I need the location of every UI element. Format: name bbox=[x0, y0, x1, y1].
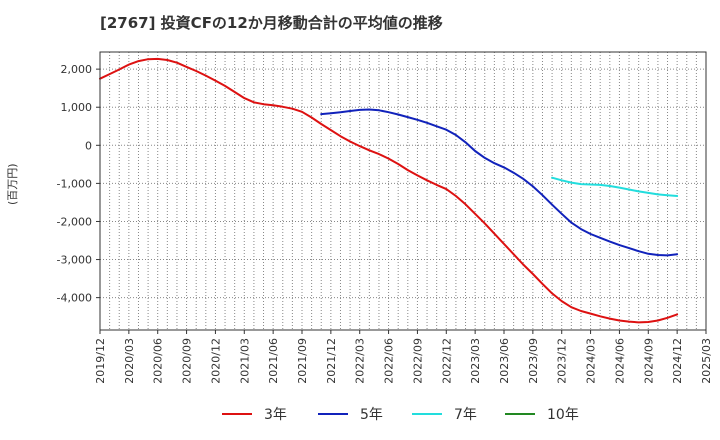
series-line bbox=[320, 108, 679, 257]
y-tick-label: 2,000 bbox=[61, 63, 93, 76]
x-tick-label: 2024/03 bbox=[585, 338, 598, 384]
x-tick-label: 2024/06 bbox=[613, 338, 626, 384]
legend-label: 5年 bbox=[360, 407, 383, 423]
x-tick-label: 2023/03 bbox=[469, 338, 482, 384]
y-tick-label: -1,000 bbox=[57, 177, 92, 190]
x-tick-label: 2024/09 bbox=[642, 338, 655, 384]
grid bbox=[100, 52, 706, 330]
series-line bbox=[99, 57, 679, 324]
x-tick-label: 2019/12 bbox=[94, 338, 107, 384]
x-tick-label: 2020/06 bbox=[152, 338, 165, 384]
x-tick-label: 2022/12 bbox=[440, 338, 453, 384]
y-tick-label: 1,000 bbox=[61, 101, 93, 114]
legend-label: 3年 bbox=[264, 407, 287, 423]
y-axis-ticks: 2,000 1,000 0 -1,000 -2,000 -3,000 -4,000 bbox=[57, 63, 100, 305]
y-tick-label: -4,000 bbox=[57, 292, 92, 305]
y-tick-label: -2,000 bbox=[57, 215, 92, 228]
plot-frame bbox=[99, 51, 707, 331]
x-tick-label: 2023/12 bbox=[556, 338, 569, 384]
chart-title: [2767] 投資CFの12か月移動合計の平均値の推移 bbox=[100, 14, 443, 32]
x-tick-label: 2021/03 bbox=[238, 338, 251, 384]
legend-label: 10年 bbox=[547, 407, 579, 423]
x-tick-label: 2022/03 bbox=[354, 338, 367, 384]
x-tick-label: 2020/12 bbox=[209, 338, 222, 384]
x-tick-label: 2022/06 bbox=[383, 338, 396, 384]
x-tick-label: 2023/06 bbox=[498, 338, 511, 384]
y-tick-label: 0 bbox=[85, 139, 92, 152]
x-tick-label: 2022/09 bbox=[411, 338, 424, 384]
x-tick-label: 2020/03 bbox=[123, 338, 136, 384]
x-tick-label: 2020/09 bbox=[181, 338, 194, 384]
series-lines bbox=[99, 57, 679, 324]
x-tick-label: 2021/12 bbox=[325, 338, 338, 384]
x-axis-ticks: 2019/12 2020/03 2020/06 2020/09 2020/12 2021/… bbox=[94, 330, 713, 384]
x-tick-label: 2023/09 bbox=[527, 338, 540, 384]
legend-label: 7年 bbox=[454, 407, 477, 423]
x-tick-label: 2021/06 bbox=[267, 338, 280, 384]
x-tick-label: 2025/03 bbox=[700, 338, 713, 384]
x-tick-label: 2024/12 bbox=[671, 338, 684, 384]
y-tick-label: -3,000 bbox=[57, 254, 92, 267]
legend: 3年 5年 7年 10年 bbox=[222, 407, 579, 423]
series-line bbox=[551, 176, 679, 197]
x-tick-label: 2021/09 bbox=[296, 338, 309, 384]
